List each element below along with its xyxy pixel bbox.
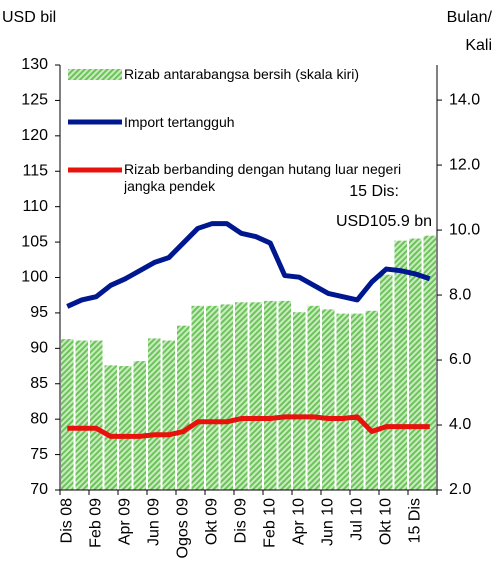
y2-tick-label: 14.0 xyxy=(449,91,480,108)
y-tick-label: 125 xyxy=(21,92,48,109)
bar xyxy=(206,305,219,490)
bar xyxy=(148,338,161,490)
line xyxy=(66,221,431,309)
legend-label: Rizab antarabangsa bersih (skala kiri) xyxy=(124,66,359,82)
y2-axis-label: Bulan/ xyxy=(447,9,493,26)
bar xyxy=(336,313,349,490)
bar xyxy=(104,365,117,490)
y-tick-label: 100 xyxy=(21,269,48,286)
legend-swatch xyxy=(68,69,122,80)
legend-item: Import tertangguh xyxy=(124,114,235,130)
x-tick-label: Ogos 09 xyxy=(174,498,191,559)
y-axis-label: USD bil xyxy=(2,9,56,26)
bar xyxy=(75,340,88,490)
line xyxy=(67,414,430,439)
x-tick-label: Jun 10 xyxy=(319,498,336,546)
bar xyxy=(351,313,364,490)
x-tick-label: Apr 10 xyxy=(290,498,307,545)
y2-tick-label: 4.0 xyxy=(449,416,471,433)
bar xyxy=(162,340,175,490)
bar xyxy=(90,340,103,490)
x-tick-label: Dis 09 xyxy=(232,498,249,543)
y-tick-label: 115 xyxy=(22,162,48,179)
y-tick-label: 95 xyxy=(30,304,48,321)
y-tick-label: 80 xyxy=(30,410,48,427)
x-tick-label: 15 Dis xyxy=(406,498,423,543)
x-tick-label: Okt 09 xyxy=(203,498,220,545)
bar xyxy=(61,339,74,490)
bars xyxy=(61,235,436,490)
y-tick-label: 130 xyxy=(21,56,48,73)
annotation: USD105.9 bn xyxy=(336,213,432,230)
bar xyxy=(235,302,248,490)
y2-tick-label: 8.0 xyxy=(449,286,471,303)
legend-label: Import tertangguh xyxy=(124,114,235,130)
y-tick-label: 75 xyxy=(30,446,48,463)
y2-tick-label: 2.0 xyxy=(449,481,471,498)
y-tick-label: 90 xyxy=(30,340,48,357)
y-tick-label: 85 xyxy=(30,375,48,392)
legend-label: Rizab berbanding dengan hutang luar nege… xyxy=(124,161,402,194)
y2-axis-label: Kali xyxy=(465,37,492,54)
annotation: 15 Dis: xyxy=(349,183,399,200)
y2-tick-label: 10.0 xyxy=(449,221,480,238)
y2-tick-label: 6.0 xyxy=(449,351,471,368)
bar xyxy=(133,361,146,490)
bar xyxy=(322,309,335,490)
bar xyxy=(191,305,204,490)
lines xyxy=(66,221,431,439)
legend-item: Rizab berbanding dengan hutang luar nege… xyxy=(124,161,402,194)
bar xyxy=(264,300,277,490)
y-tick-label: 110 xyxy=(22,198,48,215)
x-tick-label: Dis 08 xyxy=(58,498,75,543)
bar xyxy=(249,302,262,490)
bar xyxy=(278,300,291,490)
bar xyxy=(119,366,132,490)
y-tick-label: 120 xyxy=(21,127,48,144)
bar xyxy=(394,240,407,490)
y-tick-label: 70 xyxy=(30,481,48,498)
x-tick-label: Apr 09 xyxy=(116,498,133,545)
bar xyxy=(293,312,306,490)
bar xyxy=(380,274,393,490)
x-tick-label: Feb 10 xyxy=(261,498,278,548)
bar xyxy=(423,235,436,490)
y-tick-label: 105 xyxy=(21,233,48,250)
bar xyxy=(365,310,378,490)
x-tick-label: Feb 09 xyxy=(87,498,104,548)
bar xyxy=(307,305,320,490)
bar xyxy=(177,325,190,490)
legend-item: Rizab antarabangsa bersih (skala kiri) xyxy=(124,66,359,82)
x-tick-label: Okt 10 xyxy=(377,498,394,545)
x-tick-label: Jun 09 xyxy=(145,498,162,546)
y2-tick-label: 12.0 xyxy=(449,156,480,173)
bar xyxy=(220,304,233,490)
x-tick-label: Jul 10 xyxy=(348,498,365,541)
